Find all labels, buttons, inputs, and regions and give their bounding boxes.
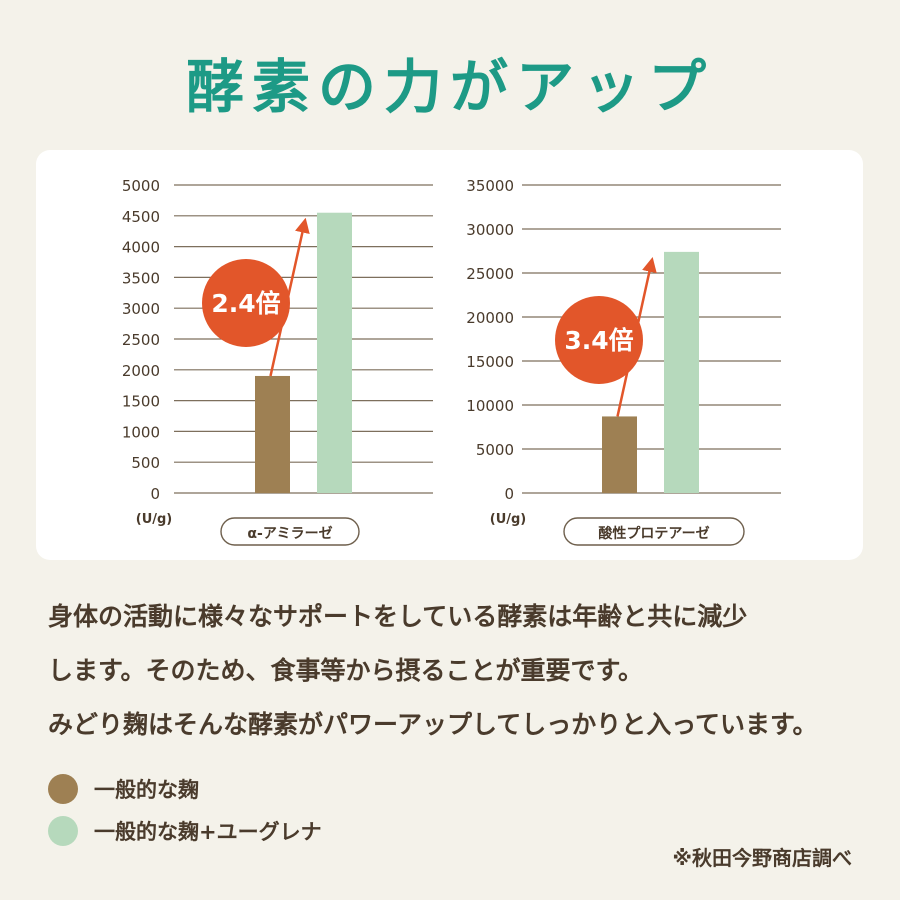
unit-label: (U/g) [136,512,173,527]
unit-label: (U/g) [490,512,527,527]
y-tick-label: 30000 [466,221,514,239]
description-line-1: 身体の活動に様々なサポートをしている酵素は年齢と共に減少 [48,602,748,631]
legend-label-general: 一般的な麹 [94,778,199,802]
bar-general-koji [255,375,290,493]
charts-svg: 0 500 1000 1500 2000 2500 3000 3500 4000 4500 5000… [122,177,781,546]
category-label: α-アミラーゼ [247,525,332,542]
page-title: 酵素の力がアップ [185,53,714,121]
y-tick-label: 3500 [122,269,160,287]
bar-euglena-koji [664,251,699,493]
y-tick-label: 3000 [122,300,160,318]
category-pill [220,517,360,546]
y-tick-label: 500 [131,454,160,472]
chart-card: 0 500 1000 1500 2000 2500 3000 3500 4000 4500 5000… [36,150,863,560]
y-tick-label: 1500 [122,393,160,411]
y-tick-label: 10000 [466,397,514,415]
legend-item-euglena: 一般的な麹+ユーグレナ [48,810,322,852]
ratio-badge-label: 2.4倍 [211,289,280,318]
description-text: 身体の活動に様々なサポートをしている酵素は年齢と共に減少 します。そのため、食事… [48,590,868,752]
y-tick-label: 25000 [466,265,514,283]
y-tick-label: 2000 [122,362,160,380]
legend-item-general: 一般的な麹 [48,768,322,810]
legend-swatch-general [48,774,78,804]
y-tick-label: 0 [150,485,160,503]
ratio-badge-label: 3.4倍 [564,326,633,355]
legend-label-euglena: 一般的な麹+ユーグレナ [94,820,322,844]
y-tick-label: 2500 [122,331,160,349]
source-note: ※秋田今野商店調べ [672,846,852,870]
ratio-badge [555,296,643,384]
bar-general-koji [602,416,637,493]
category-pill [563,517,745,546]
y-tick-label: 15000 [466,353,514,371]
y-tick-label: 5000 [476,441,514,459]
description-line-2: します。そのため、食事等から摂ることが重要です。 [48,656,644,685]
ratio-badge [202,259,290,347]
y-tick-label: 1000 [122,423,160,441]
legend: 一般的な麹 一般的な麹+ユーグレナ [48,768,322,852]
y-tick-label: 4500 [122,208,160,226]
y-tick-label: 4000 [122,239,160,257]
y-tick-label: 20000 [466,309,514,327]
y-tick-label: 5000 [122,177,160,195]
y-tick-label: 0 [504,485,514,503]
y-tick-label: 35000 [466,177,514,195]
bar-euglena-koji [317,212,352,493]
description-line-3: みどり麹はそんな酵素がパワーアップしてしっかりと入っています。 [48,710,818,739]
category-label: 酸性プロテアーゼ [598,525,709,542]
legend-swatch-euglena [48,816,78,846]
